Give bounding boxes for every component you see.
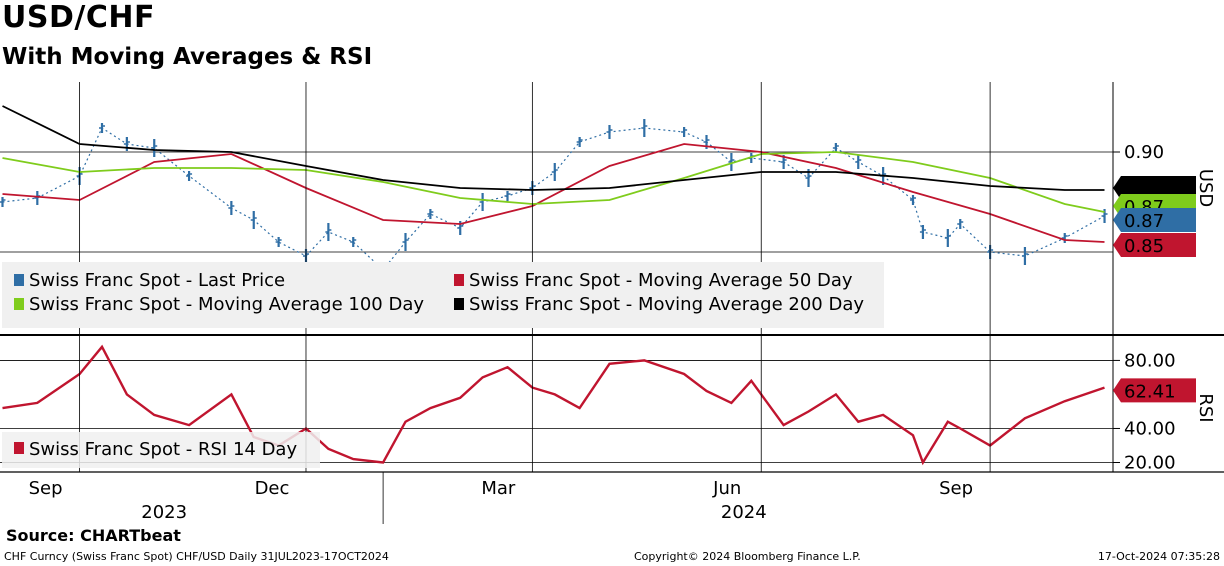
timestamp: 17-Oct-2024 07:35:28	[1097, 550, 1220, 563]
legend-entry: Swiss Franc Spot - Last Price	[29, 270, 285, 291]
security-description: CHF Curncy (Swiss Franc Spot) CHF/USD Da…	[4, 550, 389, 563]
y-tick-label: 20.00	[1124, 452, 1176, 473]
x-year-label: 2023	[141, 502, 187, 523]
legend-swatch	[454, 298, 464, 310]
source-note: Source: CHARTbeat	[6, 526, 181, 545]
legend-swatch	[14, 298, 24, 310]
rsi-panel: 80.00 40.00 20.00	[0, 344, 1176, 473]
legend-entry: Swiss Franc Spot - Moving Average 100 Da…	[29, 294, 424, 315]
y-tick-label: 80.00	[1124, 350, 1176, 371]
value-tag-shape	[1113, 233, 1196, 257]
value-tag: 0.87	[1113, 208, 1196, 232]
value-tag-shape	[1113, 378, 1196, 403]
value-tag: 62.41	[1113, 378, 1196, 403]
x-tick-label: Jun	[712, 478, 741, 499]
x-tick-label: Sep	[29, 478, 63, 499]
legend-entry: Swiss Franc Spot - Moving Average 200 Da…	[469, 294, 864, 315]
page-subtitle: With Moving Averages & RSI	[2, 44, 373, 70]
value-tag-label: 0.85	[1124, 236, 1164, 257]
rsi-axis-label: RSI	[1195, 393, 1216, 422]
x-tick-label: Dec	[255, 478, 290, 499]
rsi-line	[2, 344, 1105, 466]
x-tick-label: Mar	[481, 478, 516, 499]
y-tick-label: 40.00	[1124, 418, 1176, 439]
ma200-line	[2, 105, 1105, 191]
price-bars	[0, 119, 1108, 277]
ma100-line	[2, 151, 1105, 213]
rsi-legend: Swiss Franc Spot - RSI 14 Day	[2, 432, 320, 468]
price-line	[2, 127, 1105, 271]
usdchf-chart: 0.90 80.00 40.00 20.00 Sep Dec Mar Jun Sep 2023…	[0, 82, 1224, 524]
copyright-note: Copyright© 2024 Bloomberg Finance L.P.	[634, 550, 861, 563]
value-tag: 0.85	[1113, 233, 1196, 257]
page-title: USD/CHF	[2, 0, 155, 35]
y-tick-label: 0.90	[1124, 142, 1164, 163]
legend-swatch	[454, 274, 464, 286]
legend-swatch	[14, 442, 24, 454]
legend-swatch	[14, 274, 24, 286]
rsi-legend-bg	[2, 432, 320, 468]
ma50-line	[2, 143, 1105, 243]
x-year-label: 2024	[721, 502, 767, 523]
price-axis-label: USD	[1195, 169, 1216, 207]
price-legend-bg	[2, 262, 884, 328]
price-legend: Swiss Franc Spot - Last Price Swiss Franc…	[2, 262, 884, 328]
x-tick-label: Sep	[939, 478, 973, 499]
legend-entry: Swiss Franc Spot - Moving Average 50 Day	[469, 270, 853, 291]
value-tag-shape	[1113, 208, 1196, 232]
value-tag-label: 0.87	[1124, 211, 1164, 232]
x-axis: Sep Dec Mar Jun Sep 2023 2024	[0, 82, 1224, 524]
value-tag-label: 62.41	[1124, 381, 1176, 402]
legend-entry: Swiss Franc Spot - RSI 14 Day	[29, 439, 297, 460]
